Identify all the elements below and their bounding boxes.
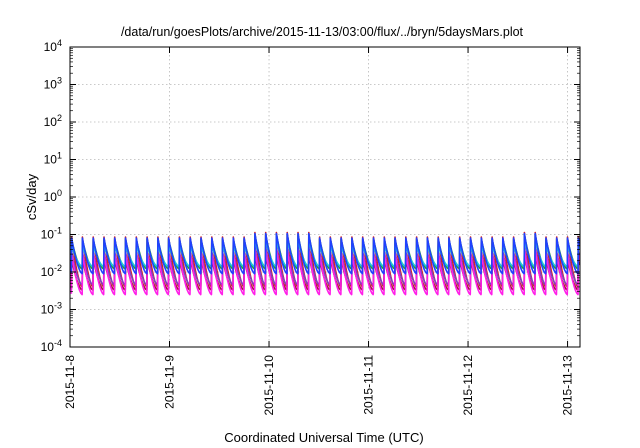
y-tick-label: 103 bbox=[44, 76, 62, 92]
y-tick-label: 10-4 bbox=[41, 338, 62, 354]
series-line-6 bbox=[70, 248, 581, 296]
x-axis: 2015-11-8 2015-11-9 2015-11-10 2015-11-11 20… bbox=[63, 47, 575, 416]
series-group bbox=[70, 231, 581, 296]
x-tick-label: 2015-11-10 bbox=[262, 355, 276, 416]
y-axis: 10-4 10-3 10-2 10-1 100 101 102 103 104 bbox=[41, 38, 580, 354]
y-tick-label: 10-1 bbox=[41, 226, 62, 242]
x-axis-label: Coordinated Universal Time (UTC) bbox=[224, 430, 423, 445]
x-tick-label: 2015-11-11 bbox=[362, 355, 376, 415]
y-axis-label: cSv/day bbox=[24, 173, 39, 220]
series-line-7 bbox=[70, 232, 581, 275]
chart-title: /data/run/goesPlots/archive/2015-11-13/0… bbox=[121, 25, 524, 39]
x-tick-label: 2015-11-13 bbox=[561, 355, 575, 416]
y-tick-label: 104 bbox=[44, 38, 62, 54]
y-tick-label: 101 bbox=[44, 151, 62, 167]
x-tick-label: 2015-11-12 bbox=[461, 355, 475, 416]
y-tick-label: 10-2 bbox=[41, 263, 62, 279]
x-tick-label: 2015-11-8 bbox=[63, 355, 77, 409]
y-tick-label: 10-3 bbox=[41, 301, 62, 317]
grid bbox=[70, 47, 580, 347]
y-tick-label: 102 bbox=[44, 113, 62, 129]
y-tick-label: 100 bbox=[44, 188, 62, 204]
x-tick-label: 2015-11-9 bbox=[163, 355, 177, 409]
